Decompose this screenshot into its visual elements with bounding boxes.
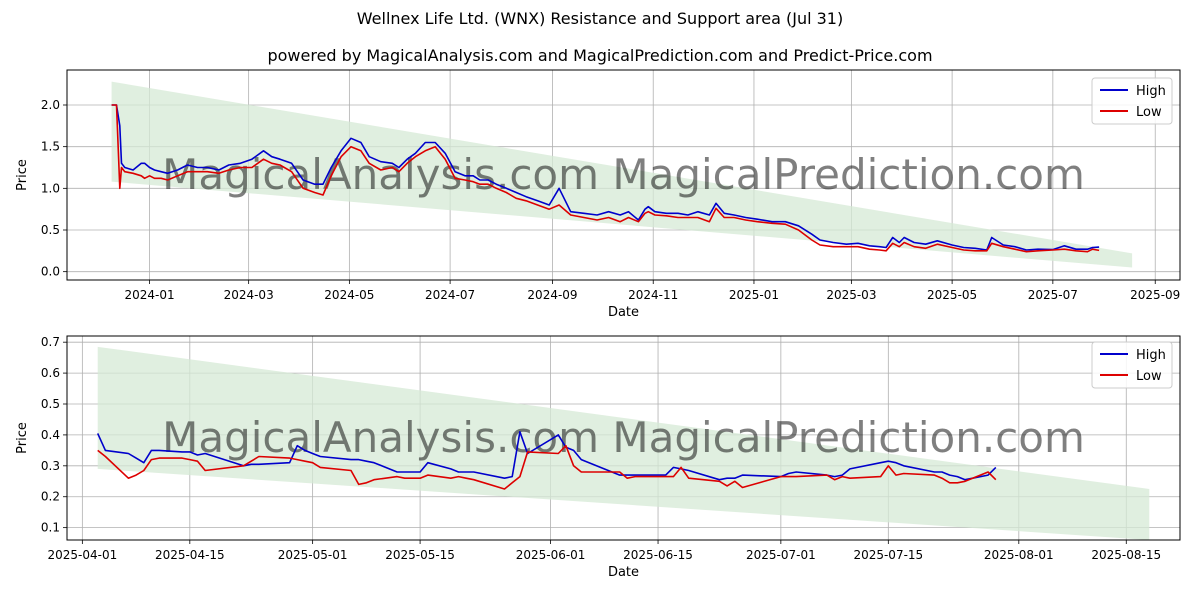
y-tick-label: 0.3 [41, 459, 60, 473]
x-tick-label: 2025-07-01 [746, 548, 816, 562]
series-line-high [111, 104, 1100, 251]
plot-frame [66, 335, 1181, 541]
legend-label-high: High [1136, 84, 1166, 99]
y-tick-label: 0.7 [41, 335, 60, 349]
x-tick-label: 2025-07 [1028, 288, 1078, 302]
x-tick-label: 2025-05 [927, 288, 977, 302]
legend-label-high: High [1136, 348, 1166, 363]
watermark: MagicalAnalysis.com MagicalPrediction.co… [162, 150, 1085, 199]
x-tick-label: 2024-11 [628, 288, 678, 302]
x-tick-label: 2025-06-15 [623, 548, 693, 562]
x-tick-label: 2025-06-01 [516, 548, 586, 562]
y-tick-label: 2.0 [41, 98, 60, 112]
x-tick-label: 2025-03 [826, 288, 876, 302]
x-tick-label: 2025-05-15 [385, 548, 455, 562]
x-tick-label: 2024-03 [224, 288, 274, 302]
x-tick-label: 2025-08-15 [1091, 548, 1161, 562]
support-resistance-band [111, 81, 1133, 268]
legend-label-low: Low [1136, 105, 1162, 120]
chart-subtitle: powered by MagicalAnalysis.com and Magic… [267, 46, 933, 65]
series-line-low [97, 444, 997, 490]
y-tick-label: 0.0 [41, 265, 60, 279]
x-tick-label: 2025-07-15 [853, 548, 923, 562]
x-tick-label: 2025-05-01 [278, 548, 348, 562]
x-tick-label: 2025-04-01 [47, 548, 117, 562]
y-tick-label: 0.6 [41, 366, 60, 380]
plot-frame [66, 69, 1181, 281]
y-tick-label: 1.0 [41, 181, 60, 195]
x-tick-label: 2024-01 [124, 288, 174, 302]
x-tick-label: 2025-04-15 [155, 548, 225, 562]
x-tick-label: 2025-08-01 [984, 548, 1054, 562]
y-tick-label: 0.5 [41, 397, 60, 411]
y-tick-label: 1.5 [41, 140, 60, 154]
x-tick-label: 2025-09 [1130, 288, 1180, 302]
chart-title: Wellnex Life Ltd. (WNX) Resistance and S… [356, 9, 844, 28]
legend-label-low: Low [1136, 369, 1162, 384]
watermark: MagicalAnalysis.com MagicalPrediction.co… [162, 413, 1085, 462]
y-tick-label: 0.2 [41, 490, 60, 504]
series-line-high [96, 431, 997, 481]
y-axis-label: Price [15, 159, 30, 191]
x-axis-label: Date [608, 565, 639, 580]
x-tick-label: 2024-09 [527, 288, 577, 302]
y-tick-label: 0.1 [41, 521, 60, 535]
x-tick-label: 2025-01 [729, 288, 779, 302]
x-tick-label: 2024-07 [425, 288, 475, 302]
x-axis-label: Date [608, 305, 639, 320]
support-resistance-band [97, 346, 1150, 540]
series-line-low [111, 104, 1100, 253]
y-tick-label: 0.5 [41, 223, 60, 237]
x-tick-label: 2024-05 [324, 288, 374, 302]
y-tick-label: 0.4 [41, 428, 60, 442]
y-axis-label: Price [15, 422, 30, 454]
